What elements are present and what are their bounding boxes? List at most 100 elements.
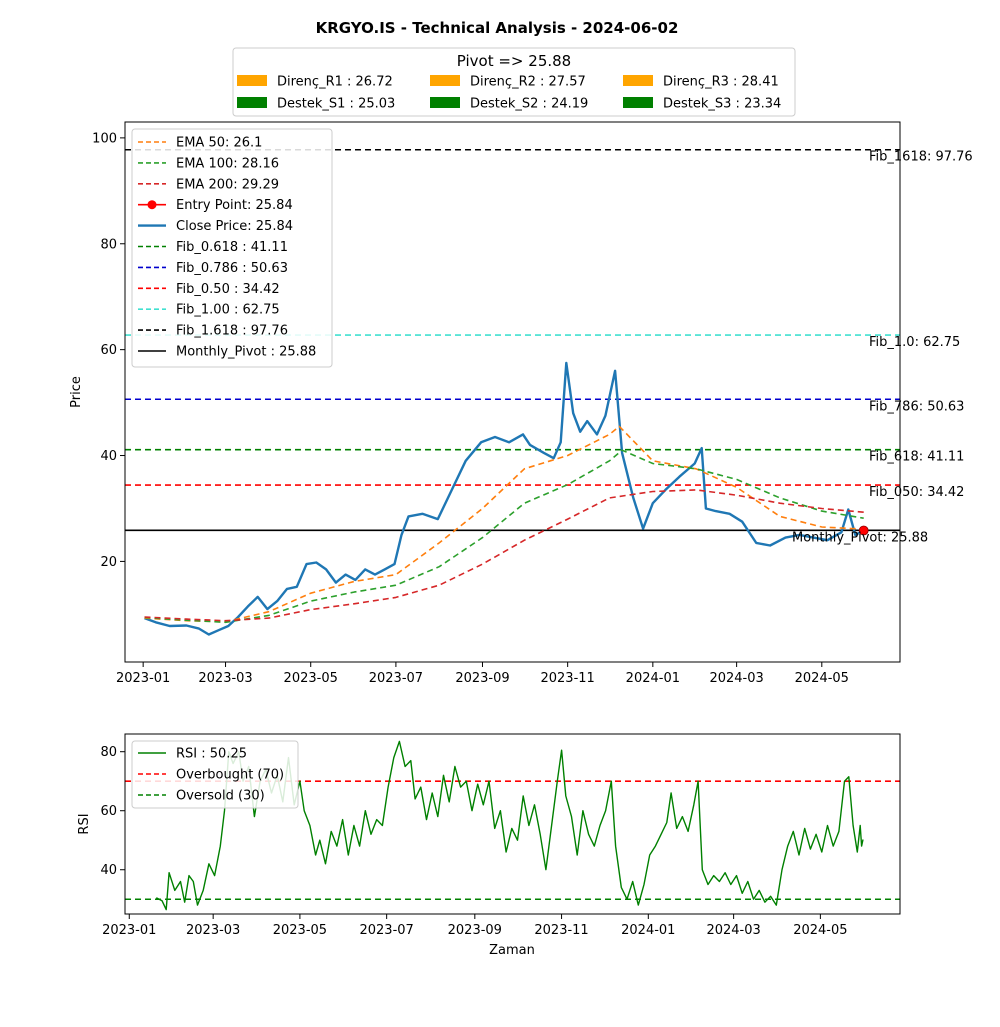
- pivot-swatch: [430, 97, 460, 108]
- price-plot-area: [125, 148, 900, 636]
- rsi-axes-frame: [124, 733, 901, 915]
- legend-item-monthly-pivot-25-88: Monthly_Pivot : 25.88: [138, 345, 316, 360]
- pivot-item-diren-r1-26-72: Direnç_R1 : 26.72: [237, 75, 393, 90]
- rsi-panel: 40 60 80 2023-01 2023-03 2023-05 2023-07 2023-…: [77, 733, 901, 958]
- price-panel: 20 40 60 80 100 2023-01 2023-03 2023-05 2023-07…: [69, 121, 973, 686]
- pivot-label: Direnç_R3 : 28.41: [663, 75, 779, 90]
- legend-label: Oversold (30): [176, 789, 265, 804]
- legend-label: Overbought (70): [176, 768, 284, 783]
- pivot-label: Direnç_R2 : 27.57: [470, 75, 586, 90]
- x-tick-label: 2023-01: [116, 671, 170, 686]
- legend-label: Entry Point: 25.84: [176, 198, 293, 213]
- fib-label-fib-1-0-62-75: Fib_1.0: 62.75: [869, 335, 960, 350]
- price-axes-frame: [124, 121, 901, 663]
- price-legend: EMA 50: 26.1 EMA 100: 28.16 EMA 200: 29.29…: [131, 128, 333, 368]
- price-x-ticks: 2023-01 2023-03 2023-05 2023-07 2023-09 2023-…: [116, 662, 849, 686]
- pivot-item-diren-r3-28-41: Direnç_R3 : 28.41: [623, 75, 779, 90]
- pivot-label: Direnç_R1 : 26.72: [277, 75, 393, 90]
- chart-title: KRGYO.IS - Technical Analysis - 2024-06-…: [316, 19, 679, 37]
- fib-label-fib-786-50-63: Fib_786: 50.63: [869, 399, 964, 414]
- fib-label-fib-618-41-11: Fib_618: 41.11: [869, 450, 964, 465]
- x-tick-label: 2023-03: [186, 923, 240, 938]
- legend-label: Fib_1.618 : 97.76: [176, 324, 288, 339]
- price-y-ticks: 20 40 60 80 100: [92, 131, 125, 570]
- rsi-legend-items: RSI : 50.25 Overbought (70) Oversold (30): [138, 747, 284, 804]
- legend-label: Fib_0.618 : 41.11: [176, 240, 288, 255]
- legend-item-ema-50-26-1: EMA 50: 26.1: [138, 136, 262, 151]
- pivot-label: Destek_S3 : 23.34: [663, 97, 781, 112]
- y-tick-label: 20: [100, 555, 117, 570]
- rsi-y-axis-label: RSI: [77, 813, 92, 834]
- pivot-legend: Pivot => 25.88 Direnç_R1 : 26.72 Direnç_R…: [232, 47, 796, 117]
- series-ema200-line: [144, 489, 864, 622]
- legend-item-ema-200-29-29: EMA 200: 29.29: [138, 177, 279, 192]
- legend-item-close-price-25-84: Close Price: 25.84: [138, 219, 293, 234]
- legend-label: EMA 50: 26.1: [176, 136, 262, 151]
- legend-label: RSI : 50.25: [176, 747, 247, 762]
- pivot-item-destek-s1-25-03: Destek_S1 : 25.03: [237, 97, 395, 112]
- pivot-item-diren-r2-27-57: Direnç_R2 : 27.57: [430, 75, 586, 90]
- legend-label: Fib_0.50 : 34.42: [176, 282, 280, 297]
- series-close-line: [144, 361, 865, 636]
- pivot-swatch: [430, 75, 460, 86]
- x-tick-label: 2024-05: [795, 671, 849, 686]
- y-tick-label: 80: [100, 745, 117, 760]
- x-tick-label: 2023-07: [359, 923, 413, 938]
- pivot-swatch: [237, 97, 267, 108]
- x-tick-label: 2024-03: [709, 671, 763, 686]
- pivot-swatch: [237, 75, 267, 86]
- x-tick-label: 2023-09: [448, 923, 502, 938]
- legend-item-overbought-70: Overbought (70): [138, 768, 284, 783]
- y-tick-label: 60: [100, 343, 117, 358]
- legend-item-ema-100-28-16: EMA 100: 28.16: [138, 156, 279, 171]
- y-tick-label: 80: [100, 237, 117, 252]
- rsi-legend: RSI : 50.25 Overbought (70) Oversold (30): [131, 740, 299, 809]
- x-tick-label: 2024-01: [621, 923, 675, 938]
- legend-swatch-marker: [147, 200, 157, 210]
- x-tick-label: 2023-07: [369, 671, 423, 686]
- price-y-axis-label: Price: [69, 376, 84, 408]
- legend-item-entry-point-25-84: Entry Point: 25.84: [138, 198, 293, 213]
- legend-item-fib-0-618-41-11: Fib_0.618 : 41.11: [138, 240, 288, 255]
- y-tick-label: 40: [100, 863, 117, 878]
- x-tick-label: 2023-11: [540, 671, 594, 686]
- fib-label-monthly-pivot-25-88: Monthly_Pivot: 25.88: [792, 530, 928, 545]
- fib-labels: Fib_1618: 97.76 Fib_1.0: 62.75 Fib_786: 50…: [792, 150, 973, 546]
- rsi-y-ticks: 40 60 80: [100, 745, 125, 878]
- x-tick-label: 2024-01: [626, 671, 680, 686]
- x-tick-label: 2024-05: [793, 923, 847, 938]
- fib-label-fib-050-34-42: Fib_050: 34.42: [869, 485, 964, 500]
- legend-item-oversold-30: Oversold (30): [138, 789, 265, 804]
- legend-label: Fib_1.00 : 62.75: [176, 303, 280, 318]
- legend-item-fib-0-786-50-63: Fib_0.786 : 50.63: [138, 261, 288, 276]
- x-tick-label: 2023-01: [102, 923, 156, 938]
- y-tick-label: 60: [100, 804, 117, 819]
- x-tick-label: 2023-05: [284, 671, 338, 686]
- pivot-item-destek-s3-23-34: Destek_S3 : 23.34: [623, 97, 781, 112]
- rsi-legend-frame: [131, 740, 299, 809]
- x-tick-label: 2023-09: [455, 671, 509, 686]
- series-ema50-line: [144, 425, 864, 623]
- pivot-items: Direnç_R1 : 26.72 Direnç_R2 : 27.57 Direnç…: [237, 75, 781, 112]
- pivot-legend-frame: [232, 47, 796, 117]
- rsi-x-ticks: 2023-01 2023-03 2023-05 2023-07 2023-09 2023-…: [102, 914, 848, 938]
- price-legend-items: EMA 50: 26.1 EMA 100: 28.16 EMA 200: 29.29…: [138, 136, 316, 360]
- legend-item-fib-1-00-62-75: Fib_1.00 : 62.75: [138, 303, 280, 318]
- price-legend-frame: [131, 128, 333, 368]
- x-tick-label: 2024-03: [706, 923, 760, 938]
- y-tick-label: 100: [92, 131, 117, 146]
- legend-label: Fib_0.786 : 50.63: [176, 261, 288, 276]
- x-tick-label: 2023-05: [273, 923, 327, 938]
- legend-label: Monthly_Pivot : 25.88: [176, 345, 316, 360]
- legend-item-fib-1-618-97-76: Fib_1.618 : 97.76: [138, 324, 288, 339]
- legend-item-fib-0-50-34-42: Fib_0.50 : 34.42: [138, 282, 280, 297]
- series-ema100-line: [144, 449, 864, 624]
- pivot-label: Destek_S2 : 24.19: [470, 97, 588, 112]
- legend-label: EMA 100: 28.16: [176, 156, 279, 171]
- legend-label: Close Price: 25.84: [176, 219, 293, 234]
- pivot-item-destek-s2-24-19: Destek_S2 : 24.19: [430, 97, 588, 112]
- y-tick-label: 40: [100, 449, 117, 464]
- pivot-title: Pivot => 25.88: [457, 52, 571, 70]
- pivot-swatch: [623, 97, 653, 108]
